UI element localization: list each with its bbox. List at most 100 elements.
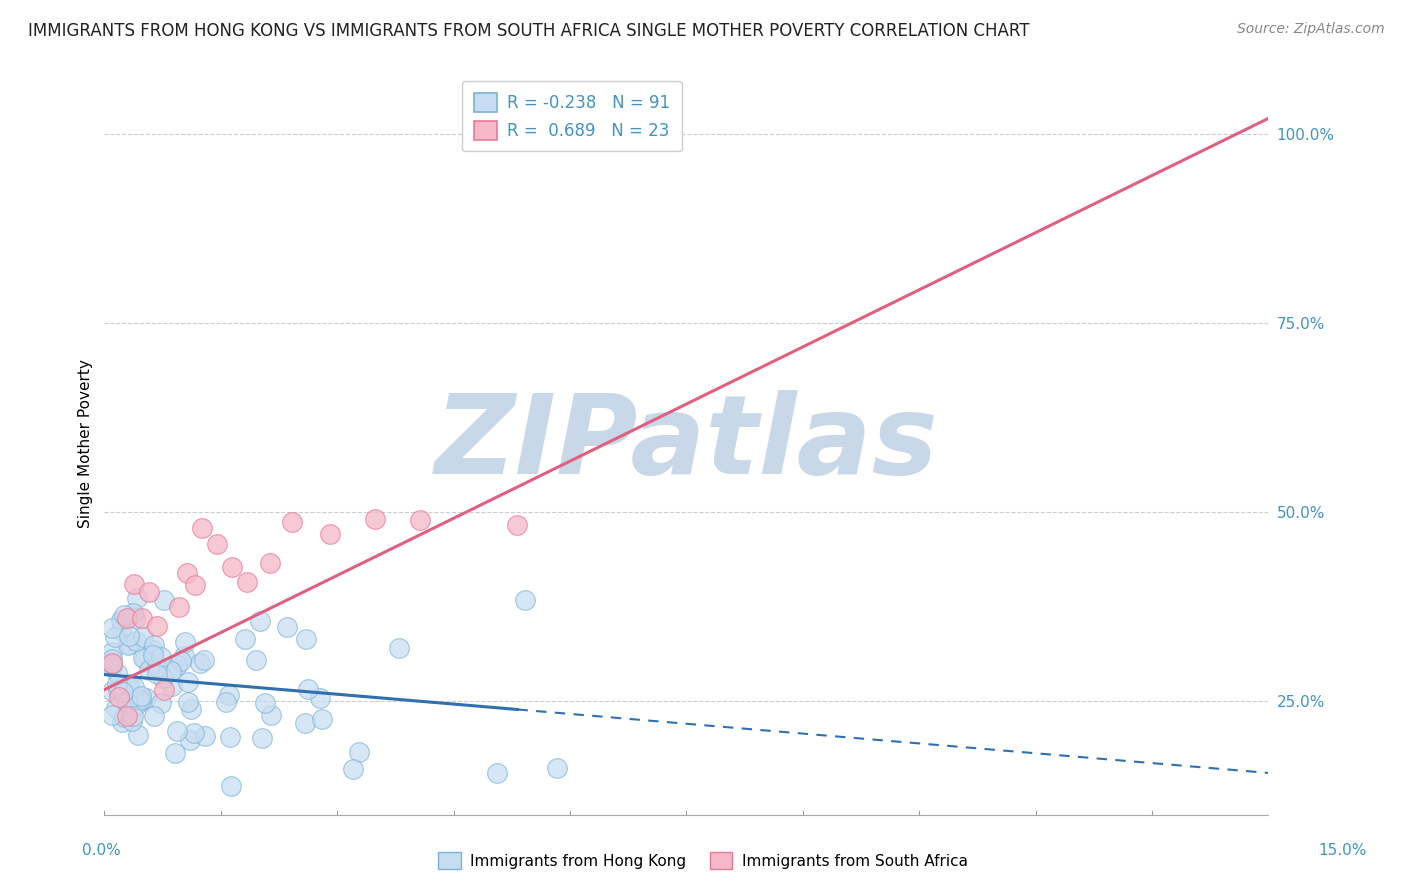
Point bbox=[125, 698, 148, 713]
Legend: Immigrants from Hong Kong, Immigrants from South Africa: Immigrants from Hong Kong, Immigrants fr… bbox=[432, 846, 974, 875]
Point bbox=[110, 623, 132, 637]
Point bbox=[233, 632, 256, 647]
Point bbox=[193, 653, 215, 667]
Point bbox=[259, 556, 281, 570]
Point bbox=[107, 677, 129, 691]
Point bbox=[134, 652, 156, 666]
Point bbox=[132, 651, 155, 665]
Point bbox=[485, 766, 508, 780]
Point bbox=[250, 731, 273, 745]
Point bbox=[117, 695, 139, 709]
Point bbox=[513, 592, 536, 607]
Point bbox=[129, 692, 152, 706]
Point bbox=[128, 693, 150, 707]
Point bbox=[124, 610, 146, 624]
Point bbox=[124, 577, 146, 591]
Point bbox=[143, 638, 166, 652]
Text: IMMIGRANTS FROM HONG KONG VS IMMIGRANTS FROM SOUTH AFRICA SINGLE MOTHER POVERTY : IMMIGRANTS FROM HONG KONG VS IMMIGRANTS … bbox=[28, 22, 1029, 40]
Text: 0.0%: 0.0% bbox=[82, 843, 121, 858]
Point bbox=[111, 715, 134, 730]
Point bbox=[146, 660, 169, 674]
Point bbox=[183, 578, 205, 592]
Point bbox=[135, 690, 157, 705]
Point bbox=[121, 709, 143, 723]
Point bbox=[101, 683, 124, 698]
Point bbox=[194, 729, 217, 743]
Point bbox=[254, 696, 277, 710]
Point bbox=[129, 694, 152, 708]
Point bbox=[308, 690, 330, 705]
Point bbox=[218, 688, 240, 702]
Point bbox=[142, 643, 165, 657]
Text: Source: ZipAtlas.com: Source: ZipAtlas.com bbox=[1237, 22, 1385, 37]
Point bbox=[179, 733, 201, 747]
Point bbox=[101, 660, 124, 674]
Point bbox=[110, 613, 132, 627]
Text: ZIPatlas: ZIPatlas bbox=[434, 391, 938, 497]
Point bbox=[170, 654, 193, 668]
Point bbox=[112, 685, 135, 699]
Point bbox=[177, 675, 200, 690]
Point bbox=[603, 127, 626, 141]
Point bbox=[125, 634, 148, 648]
Point bbox=[118, 637, 141, 651]
Point bbox=[122, 607, 145, 621]
Point bbox=[249, 614, 271, 628]
Point bbox=[105, 701, 128, 715]
Point bbox=[188, 657, 211, 671]
Point bbox=[101, 645, 124, 659]
Point bbox=[142, 648, 165, 662]
Point bbox=[165, 746, 187, 760]
Point bbox=[342, 762, 364, 776]
Point bbox=[221, 559, 243, 574]
Point bbox=[115, 709, 138, 723]
Point bbox=[180, 702, 202, 716]
Point bbox=[153, 683, 176, 698]
Point bbox=[138, 585, 160, 599]
Point bbox=[388, 640, 411, 655]
Point bbox=[169, 600, 191, 615]
Point bbox=[297, 681, 319, 696]
Point bbox=[143, 708, 166, 723]
Point bbox=[236, 574, 259, 589]
Point bbox=[128, 727, 150, 741]
Point bbox=[409, 513, 432, 527]
Point bbox=[101, 652, 124, 666]
Point bbox=[245, 653, 267, 667]
Point bbox=[546, 761, 568, 775]
Point bbox=[146, 666, 169, 681]
Point bbox=[166, 658, 188, 673]
Point bbox=[281, 515, 304, 529]
Legend: R = -0.238   N = 91, R =  0.689   N = 23: R = -0.238 N = 91, R = 0.689 N = 23 bbox=[463, 81, 682, 152]
Point bbox=[105, 666, 128, 681]
Point bbox=[149, 696, 172, 710]
Point bbox=[115, 611, 138, 625]
Point bbox=[138, 663, 160, 677]
Point bbox=[506, 517, 529, 532]
Point bbox=[118, 681, 141, 695]
Point bbox=[146, 619, 169, 633]
Point bbox=[101, 657, 124, 671]
Point bbox=[112, 608, 135, 623]
Point bbox=[166, 724, 188, 739]
Point bbox=[104, 630, 127, 644]
Point bbox=[160, 679, 183, 693]
Point bbox=[276, 620, 298, 634]
Point bbox=[127, 692, 149, 706]
Point bbox=[122, 680, 145, 694]
Point bbox=[153, 593, 176, 607]
Point bbox=[129, 689, 152, 703]
Point bbox=[191, 521, 214, 535]
Point bbox=[121, 714, 143, 729]
Point bbox=[311, 712, 333, 726]
Point bbox=[108, 690, 131, 705]
Y-axis label: Single Mother Poverty: Single Mother Poverty bbox=[79, 359, 93, 528]
Point bbox=[132, 630, 155, 644]
Point bbox=[112, 710, 135, 724]
Point bbox=[219, 730, 242, 744]
Point bbox=[364, 512, 387, 526]
Point bbox=[101, 657, 124, 671]
Point bbox=[173, 635, 195, 649]
Text: 15.0%: 15.0% bbox=[1319, 843, 1367, 858]
Point bbox=[150, 649, 173, 664]
